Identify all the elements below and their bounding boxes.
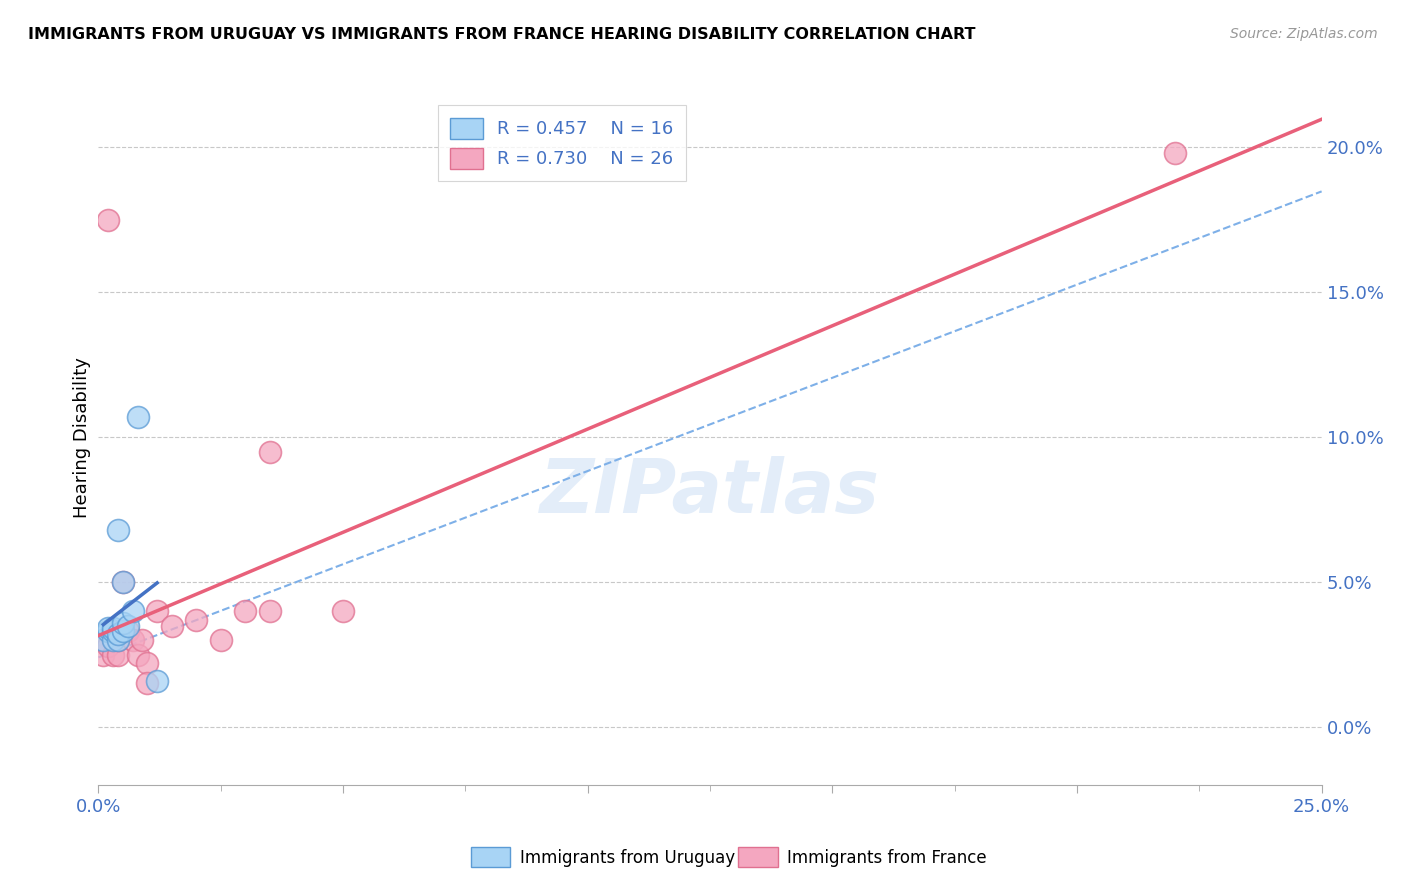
Point xyxy=(107,523,129,537)
Point xyxy=(111,574,134,589)
Text: IMMIGRANTS FROM URUGUAY VS IMMIGRANTS FROM FRANCE HEARING DISABILITY CORRELATION: IMMIGRANTS FROM URUGUAY VS IMMIGRANTS FR… xyxy=(28,27,976,42)
Point xyxy=(1164,145,1187,161)
Point xyxy=(146,673,169,688)
Point xyxy=(259,444,281,458)
Point xyxy=(117,618,139,632)
Point xyxy=(160,618,183,632)
Point xyxy=(107,633,129,648)
Point xyxy=(101,648,124,662)
Point xyxy=(209,633,232,648)
Text: ZIPatlas: ZIPatlas xyxy=(540,456,880,529)
Point xyxy=(146,604,169,618)
Point xyxy=(111,574,134,589)
Point xyxy=(107,648,129,662)
Point xyxy=(101,633,124,648)
Text: Source: ZipAtlas.com: Source: ZipAtlas.com xyxy=(1230,27,1378,41)
Point xyxy=(131,633,153,648)
Legend: R = 0.457    N = 16, R = 0.730    N = 26: R = 0.457 N = 16, R = 0.730 N = 26 xyxy=(437,105,686,181)
Point xyxy=(121,633,143,648)
Point xyxy=(186,613,208,627)
Point xyxy=(91,633,114,648)
Point xyxy=(259,604,281,618)
Point xyxy=(97,624,120,639)
Point xyxy=(101,633,124,648)
Point xyxy=(111,615,134,630)
Point xyxy=(107,627,129,641)
Point xyxy=(101,624,124,639)
Text: Immigrants from Uruguay: Immigrants from Uruguay xyxy=(520,849,735,867)
Point xyxy=(107,633,129,648)
Point xyxy=(97,621,120,635)
Point xyxy=(91,648,114,662)
Point xyxy=(111,624,134,639)
Text: Immigrants from France: Immigrants from France xyxy=(787,849,987,867)
Point xyxy=(136,676,159,690)
Point xyxy=(101,624,124,639)
Point xyxy=(97,212,120,227)
Point xyxy=(97,639,120,653)
Point xyxy=(121,604,143,618)
Point xyxy=(136,657,159,671)
Point xyxy=(91,633,114,648)
Y-axis label: Hearing Disability: Hearing Disability xyxy=(73,357,91,517)
Point xyxy=(111,624,134,639)
Point xyxy=(117,624,139,639)
Point xyxy=(101,621,124,635)
Point xyxy=(127,409,149,424)
Point xyxy=(233,604,256,618)
Point xyxy=(127,648,149,662)
Point xyxy=(332,604,354,618)
